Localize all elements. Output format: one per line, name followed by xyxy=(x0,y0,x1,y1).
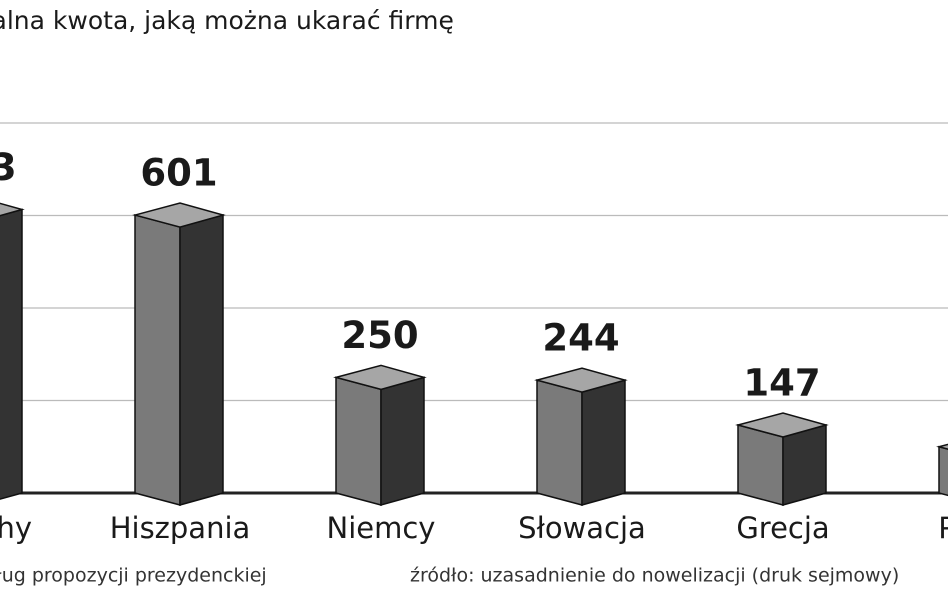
value-label: 613 xyxy=(0,146,17,189)
bar-front xyxy=(536,379,583,506)
bar-front xyxy=(335,376,382,506)
bar-top xyxy=(0,202,25,217)
x-tick-label: Niemcy xyxy=(327,511,436,545)
x-tick-label: Hiszpania xyxy=(110,511,251,545)
bar-side xyxy=(179,214,224,506)
bars: 613 Włochy 601 Hiszpania 250 Niemcy 244 Słowacj… xyxy=(0,146,948,545)
bar-front xyxy=(938,445,948,497)
bar-top xyxy=(534,367,628,393)
bar-front xyxy=(737,424,784,506)
x-tick-label: Włochy xyxy=(0,511,32,545)
x-tick-label: Słowacja xyxy=(518,511,646,545)
chart-title: Maksymalna kwota, jaką można ukarać firm… xyxy=(0,6,454,35)
bar xyxy=(735,412,829,506)
note: według propozycji prezydenckiej xyxy=(0,565,267,587)
bar-top xyxy=(936,443,948,450)
bar xyxy=(0,202,25,500)
bar xyxy=(132,202,226,506)
bar-front xyxy=(134,214,181,506)
bar-top xyxy=(333,364,427,391)
value-label: 244 xyxy=(542,317,619,360)
bar xyxy=(534,367,628,506)
bar xyxy=(936,443,948,497)
bar-side xyxy=(380,376,425,506)
x-tick-label: Polska xyxy=(938,511,948,545)
bar-side xyxy=(0,208,23,500)
bar-side xyxy=(782,424,827,506)
value-label: 250 xyxy=(341,314,418,357)
value-label: 601 xyxy=(140,152,217,195)
bar-top xyxy=(735,412,829,438)
bar-top xyxy=(132,202,226,228)
bar xyxy=(333,364,427,506)
value-label: 147 xyxy=(743,362,820,405)
x-tick-label: Grecja xyxy=(736,511,829,545)
bar-side xyxy=(581,379,626,506)
source: źródło: uzasadnienie do nowelizacji (dru… xyxy=(410,565,899,587)
value-label: 100 xyxy=(944,383,948,426)
